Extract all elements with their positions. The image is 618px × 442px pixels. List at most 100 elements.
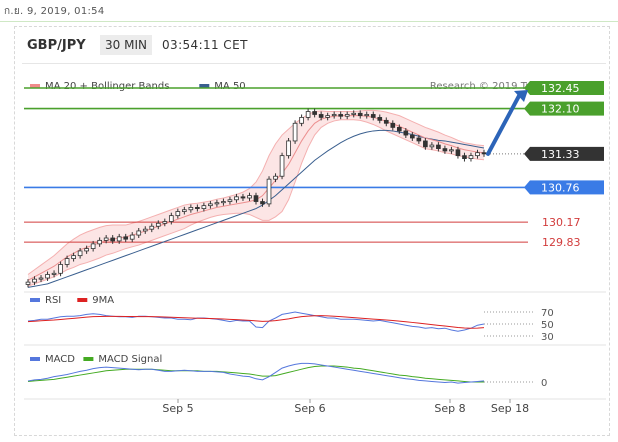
x-tick-Sep-8: Sep 8 — [434, 402, 465, 415]
candle — [318, 114, 324, 118]
candle — [25, 281, 31, 285]
candle — [436, 144, 441, 149]
candle — [442, 148, 448, 152]
candle — [481, 152, 487, 155]
candle — [64, 258, 70, 265]
level-tag-arrow — [524, 180, 530, 195]
candle — [175, 211, 181, 217]
candle — [403, 130, 409, 136]
candle — [377, 117, 383, 121]
currency-pair: GBP/JPY — [27, 38, 86, 53]
candle — [58, 264, 63, 274]
candle — [168, 215, 174, 222]
level-tag-132.45 — [530, 81, 604, 95]
top-bar: ก.ย. 9, 2019, 01:54 — [0, 0, 618, 24]
candle — [475, 152, 480, 157]
candle — [410, 134, 415, 139]
candle — [338, 114, 344, 117]
candle — [357, 112, 363, 117]
projection-arrowhead — [514, 90, 528, 102]
candle — [32, 278, 37, 283]
candle — [292, 122, 298, 142]
candle — [370, 114, 376, 118]
candle — [162, 221, 168, 224]
candle — [110, 237, 116, 242]
candle — [155, 222, 161, 227]
candle — [234, 196, 239, 201]
legend-label-1: MA 50 — [214, 81, 245, 92]
x-tick-Sep-18: Sep 18 — [491, 402, 529, 415]
candle — [129, 234, 135, 240]
level-label-132.10: 132.10 — [541, 103, 580, 116]
candle — [331, 114, 337, 117]
level-tag-131.33 — [530, 146, 604, 161]
rsi-tick-70: 70 — [541, 308, 554, 319]
candle — [188, 207, 194, 211]
x-tick-Sep-6: Sep 6 — [294, 402, 325, 415]
chart-time: 03:54:11 CET — [162, 38, 248, 52]
level-label-131.33: 131.33 — [541, 148, 580, 161]
ma50-line — [27, 129, 485, 288]
candle — [279, 155, 285, 177]
candle — [116, 236, 122, 242]
candle — [227, 199, 233, 202]
candle — [51, 272, 57, 275]
macd-tick-0: 0 — [541, 378, 547, 389]
legend-label-0: MA 20 + Bollinger Bands — [45, 81, 169, 92]
macd-line — [27, 362, 485, 384]
candle — [84, 248, 89, 252]
timeframe-badge[interactable]: 30 MIN — [100, 35, 152, 55]
rsi-tick-30: 30 — [541, 332, 554, 343]
candle — [449, 149, 454, 152]
datetime-label: ก.ย. 9, 2019, 01:54 — [4, 6, 105, 17]
candle — [240, 196, 246, 199]
candle — [90, 243, 96, 249]
candle — [195, 207, 200, 209]
candle — [214, 202, 220, 205]
candle — [247, 195, 252, 199]
legend-label-0: RSI — [45, 295, 61, 306]
level-tag-arrow — [524, 81, 530, 95]
candle — [136, 230, 142, 236]
candle — [253, 195, 259, 202]
candle — [38, 277, 44, 280]
candle — [142, 228, 148, 232]
legend-swatch-1 — [199, 84, 210, 88]
candle — [123, 236, 129, 240]
level-label-130.76: 130.76 — [541, 181, 580, 194]
rsi-ma-line — [27, 315, 485, 329]
legend-label-1: MACD Signal — [98, 354, 162, 365]
bollinger-lower — [27, 119, 485, 287]
level-tag-132.10 — [530, 101, 604, 116]
bollinger-upper — [27, 109, 485, 275]
candle — [208, 203, 213, 207]
legend-label-0: MACD — [45, 354, 75, 365]
candle — [416, 137, 422, 142]
candle — [383, 119, 389, 124]
candle — [97, 239, 102, 245]
candle — [286, 140, 291, 157]
candle — [344, 114, 350, 117]
level-label-130.17: 130.17 — [542, 216, 581, 229]
candle — [299, 117, 304, 124]
rsi-line — [27, 311, 485, 332]
level-label-129.83: 129.83 — [542, 236, 581, 249]
candle — [312, 111, 317, 115]
level-tag-arrow — [524, 146, 530, 161]
candle — [71, 255, 76, 259]
candle — [423, 140, 428, 148]
level-tag-arrow — [524, 101, 530, 116]
candle — [182, 209, 187, 212]
candle — [364, 114, 370, 117]
candle — [201, 205, 207, 209]
candle — [429, 144, 435, 148]
credit-label: Research © 2019 Trading Central — [430, 81, 597, 92]
header-divider — [22, 63, 606, 64]
projection-arrow — [486, 92, 522, 156]
top-divider — [0, 21, 618, 22]
legend-swatch-1 — [77, 298, 88, 302]
level-label-132.45: 132.45 — [541, 82, 580, 95]
candle — [455, 149, 461, 157]
legend-label-1: 9MA — [92, 295, 114, 306]
